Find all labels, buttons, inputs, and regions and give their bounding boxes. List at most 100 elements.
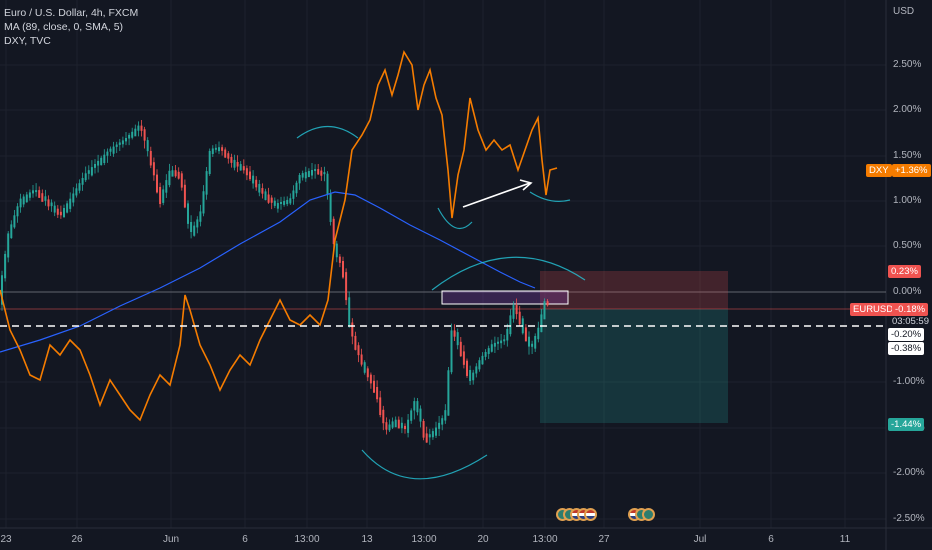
candle-body <box>363 362 366 373</box>
candle-body <box>376 387 379 400</box>
price-tick-label: 1.50% <box>893 150 922 161</box>
price-tick-label: 1.00% <box>893 195 922 206</box>
candle-body <box>7 233 10 258</box>
candle-body <box>531 343 534 347</box>
mid-arc-drawing[interactable] <box>431 256 586 291</box>
dxy-value-tag: +1.36% <box>892 164 931 177</box>
target-top-tag: 0.23% <box>888 265 921 278</box>
top-arc-drawing[interactable] <box>296 126 359 139</box>
ma-legend[interactable]: MA (89, close, 0, SMA, 5) <box>4 21 124 33</box>
candle-body <box>283 200 286 205</box>
candle-body <box>109 148 112 152</box>
candle-body <box>211 148 214 155</box>
candle-body <box>546 301 549 306</box>
candle-body <box>44 196 47 201</box>
us-flag-event-icon[interactable] <box>584 508 597 521</box>
candle-body <box>503 339 506 342</box>
candle-body <box>407 419 410 433</box>
candle-body <box>270 197 273 203</box>
candle-body <box>314 169 317 172</box>
dxy-low-arc-drawing[interactable] <box>437 207 473 230</box>
candle-body <box>187 203 189 224</box>
candle-body <box>69 198 72 209</box>
dxy-overlay-line <box>0 49 558 422</box>
candle-body <box>388 424 391 431</box>
candle-body <box>518 311 521 325</box>
candle-body <box>509 315 512 335</box>
candle-body <box>413 401 416 411</box>
candle-body <box>292 190 295 199</box>
candle-body <box>524 327 527 342</box>
candle-body <box>301 173 304 178</box>
time-tick-label: 26 <box>71 534 83 545</box>
bar-countdown: 03:05:59 <box>892 316 929 327</box>
time-tick-label: 27 <box>598 534 610 545</box>
candle-body <box>397 419 400 429</box>
candle-body <box>137 125 140 131</box>
candle-body <box>205 171 208 195</box>
candle-body <box>1 275 3 305</box>
candle-body <box>428 434 431 438</box>
candle-body <box>534 336 537 349</box>
candle-body <box>450 330 453 373</box>
candle-body <box>165 180 168 193</box>
candle-body <box>140 125 143 131</box>
time-tick-label: 23 <box>0 534 12 545</box>
candle-body <box>214 147 217 150</box>
resistance-rectangle[interactable] <box>441 290 569 305</box>
candle-body <box>115 144 118 147</box>
candle-body <box>177 171 180 179</box>
candle-body <box>56 208 59 215</box>
candle-body <box>357 345 360 356</box>
price-tick-label: 2.50% <box>893 59 922 70</box>
time-tick-label: 13:00 <box>532 534 558 545</box>
candle-body <box>422 421 425 438</box>
candle-body <box>500 340 503 344</box>
candle-body <box>174 170 177 177</box>
candle-body <box>512 305 515 319</box>
bottom-arc-drawing[interactable] <box>361 449 488 480</box>
take-profit-zone[interactable] <box>540 309 728 423</box>
candle-body <box>81 178 84 185</box>
trend-arrow[interactable] <box>462 182 531 208</box>
candle-body <box>94 164 96 168</box>
dxy-legend[interactable]: DXY, TVC <box>4 35 51 47</box>
candle-body <box>22 196 25 205</box>
candle-body <box>35 190 38 193</box>
event-icon[interactable] <box>642 508 655 521</box>
candle-body <box>404 425 406 430</box>
entry-tag: -0.20% <box>888 328 925 341</box>
candle-body <box>72 193 75 203</box>
dxy-right-arc-drawing[interactable] <box>529 191 571 202</box>
economic-events-group-3[interactable] <box>628 508 655 521</box>
time-tick-label: 20 <box>477 534 489 545</box>
candle-body <box>134 128 137 137</box>
candle-body <box>13 215 16 228</box>
candle-body <box>373 380 375 393</box>
economic-events-group-2[interactable] <box>584 508 597 521</box>
candle-body <box>348 297 351 327</box>
candle-body <box>25 194 28 203</box>
candle-body <box>540 314 543 333</box>
time-tick-label: Jun <box>162 534 180 545</box>
symbol-legend[interactable]: Euro / U.S. Dollar, 4h, FXCM <box>4 7 139 19</box>
candle-body <box>379 397 382 416</box>
candle-body <box>264 191 267 201</box>
candle-body <box>183 184 186 208</box>
candle-body <box>162 189 165 203</box>
candle-body <box>180 173 183 188</box>
candle-body <box>249 171 251 180</box>
candle-body <box>295 182 298 194</box>
candle-body <box>307 171 310 178</box>
candle-body <box>59 211 62 216</box>
candle-body <box>320 170 323 176</box>
candle-body <box>63 208 65 218</box>
candle-body <box>125 138 127 142</box>
candle-body <box>100 157 103 166</box>
stop-loss-zone[interactable] <box>540 271 728 309</box>
price-tick-label: 2.00% <box>893 104 922 115</box>
candle-body <box>152 162 155 176</box>
economic-events-group-1[interactable] <box>556 508 590 521</box>
candle-body <box>311 170 313 176</box>
